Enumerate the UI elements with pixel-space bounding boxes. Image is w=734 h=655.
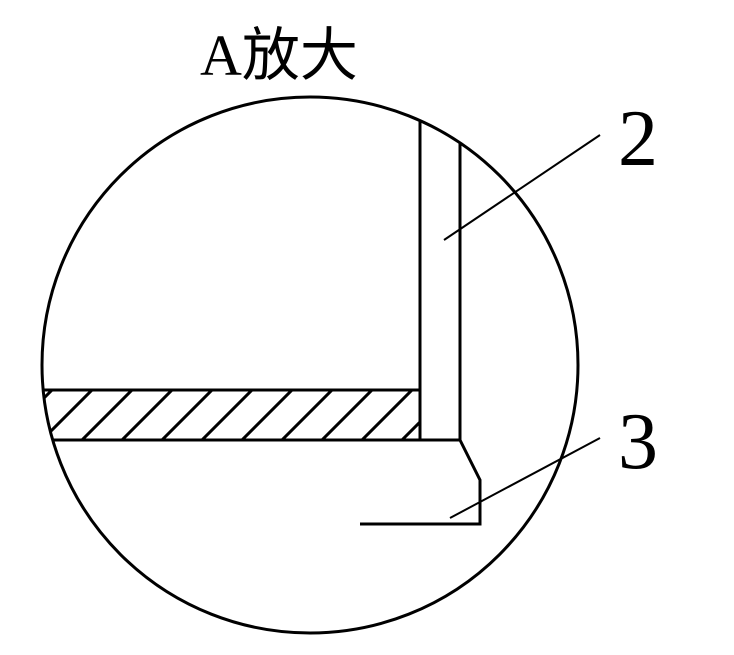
- section-hatch: [0, 370, 672, 460]
- detail-circle: [42, 97, 578, 633]
- view-title: A放大: [200, 23, 358, 88]
- leader-line-3: [450, 438, 600, 518]
- callout-label-3: 3: [618, 398, 658, 486]
- detail-view-diagram: A放大 23: [0, 0, 734, 655]
- callout-label-2: 2: [618, 95, 658, 183]
- leader-line-2: [444, 135, 600, 240]
- callouts-group: 23: [444, 95, 658, 518]
